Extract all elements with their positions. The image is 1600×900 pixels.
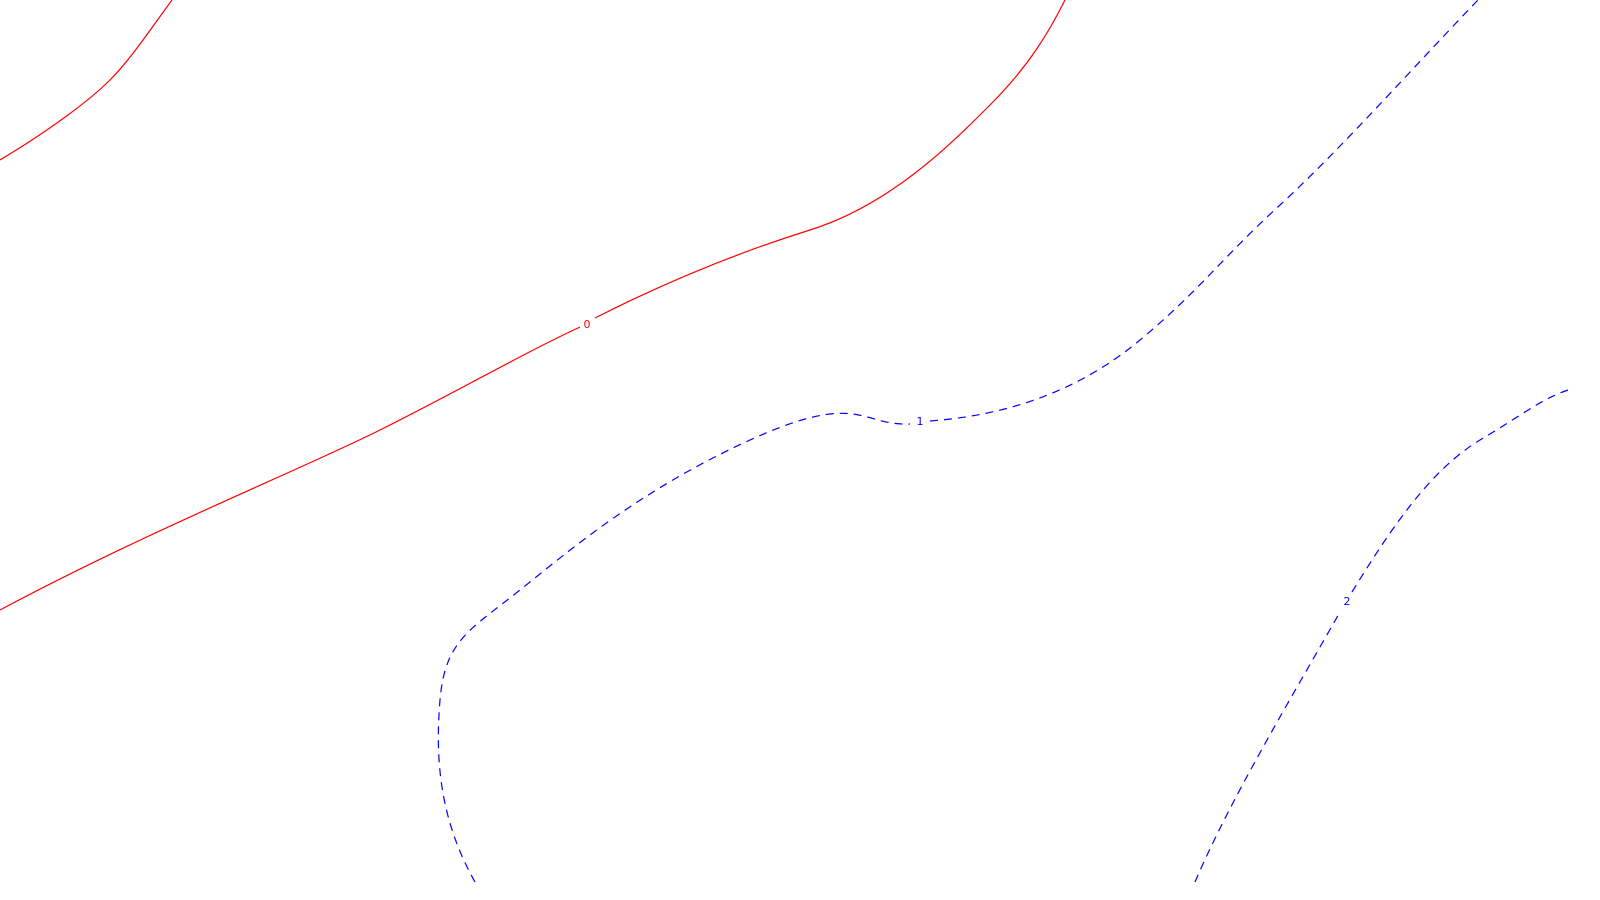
contour-level-2: 2 (1194, 389, 1569, 883)
contour-2-segment (1194, 389, 1569, 883)
contour-2-label: 2 (1344, 595, 1351, 608)
contour-level-0: 0 (0, 0, 1066, 611)
contour-1-label: 1 (917, 415, 924, 428)
contour-0-upper-left-segment (0, 0, 173, 161)
contour-1-segment (437, 0, 1479, 883)
contour-level-1: 1 (437, 0, 1479, 883)
contour-0-main-segment (0, 0, 1066, 611)
contour-0-label: 0 (584, 318, 591, 331)
